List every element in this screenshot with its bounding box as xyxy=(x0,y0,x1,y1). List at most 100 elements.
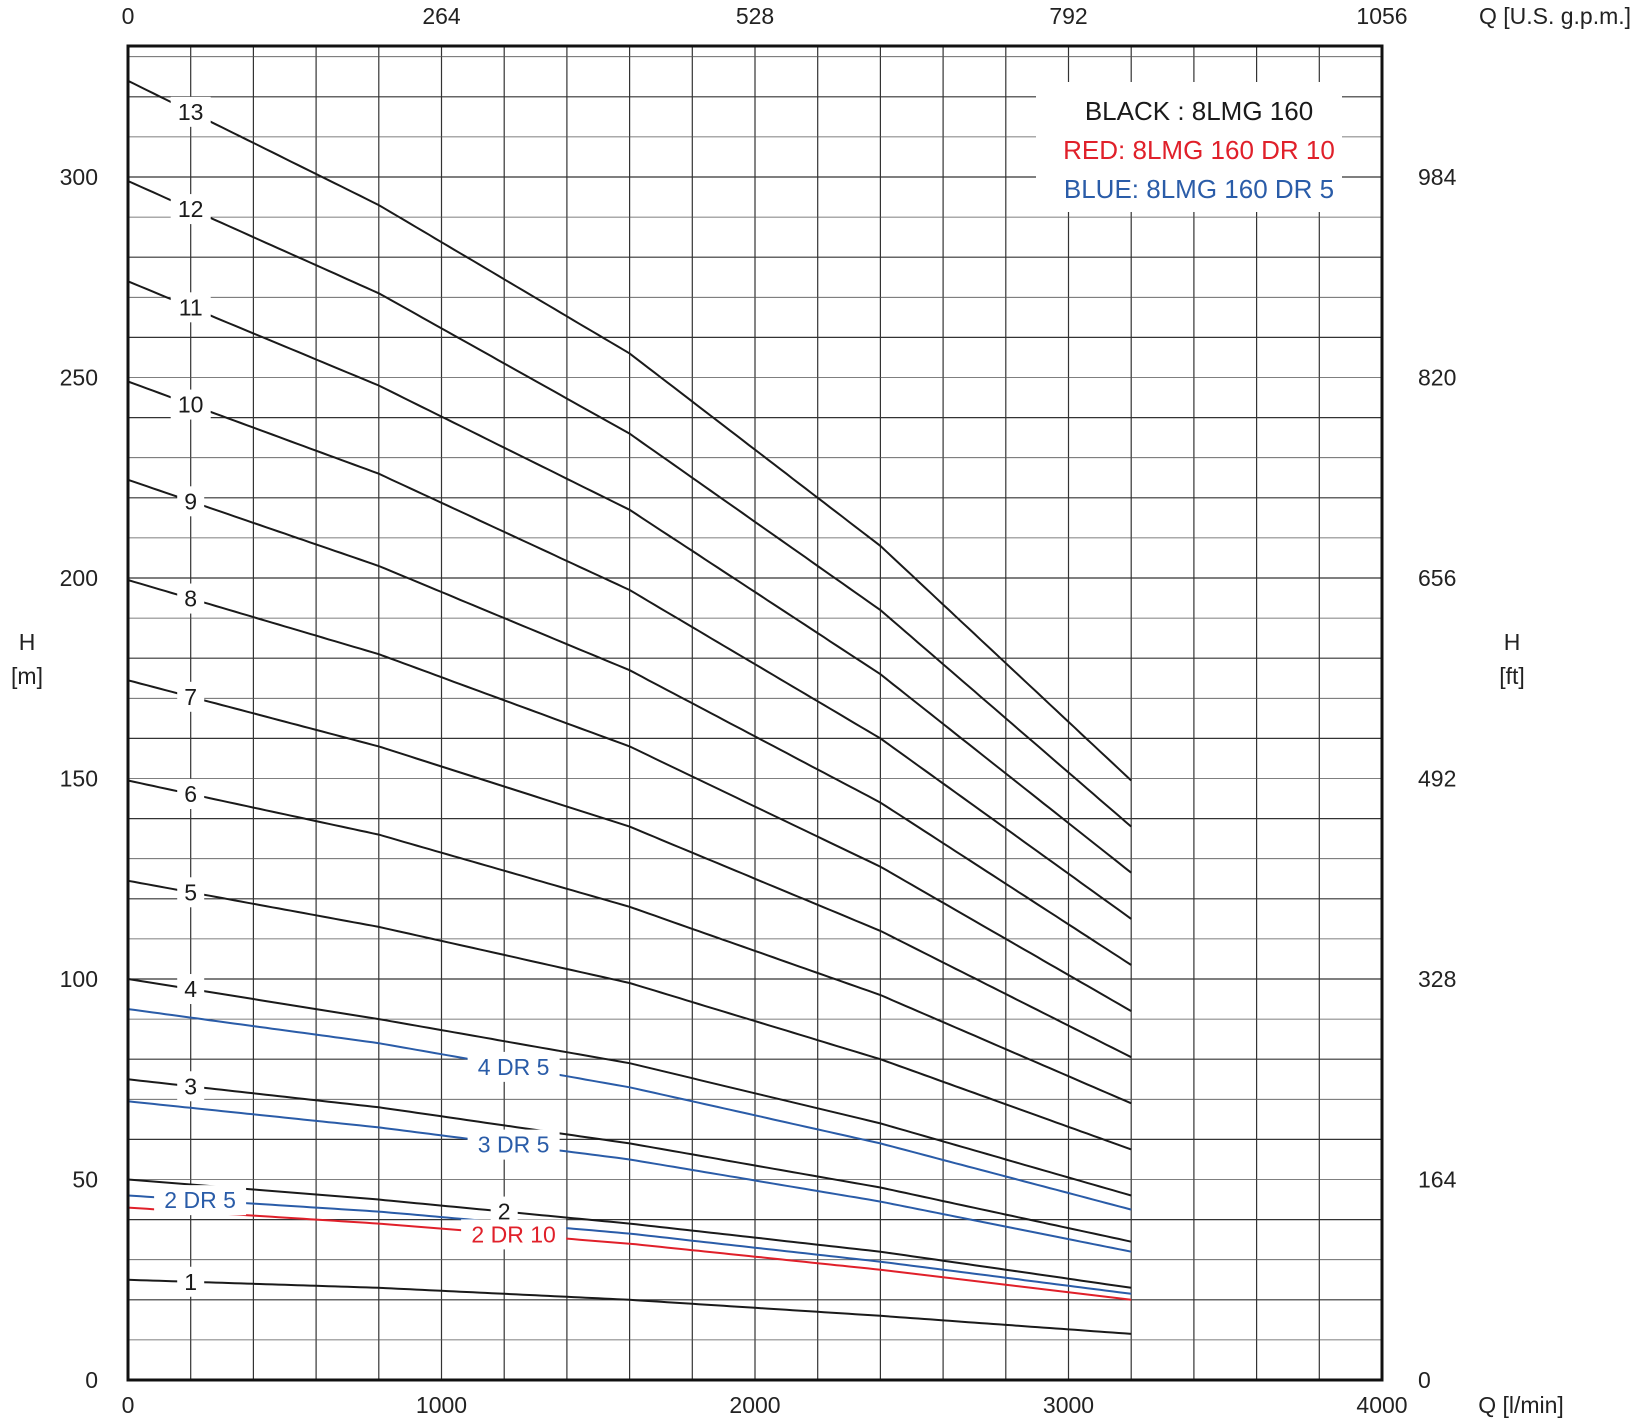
y-left-axis-label: H xyxy=(19,629,36,655)
curve-label-text: 2 xyxy=(498,1199,511,1225)
curve-label-bg xyxy=(177,974,205,1005)
curve-12 xyxy=(127,180,1132,828)
curves xyxy=(127,79,1132,1335)
y-left-tick-label: 100 xyxy=(60,966,98,992)
curve-label-13: 13 xyxy=(170,96,211,127)
curve-13 xyxy=(127,79,1132,782)
curve-label-2-dr-10: 2 DR 10 xyxy=(461,1219,567,1250)
curve-label-text: 1 xyxy=(184,1269,197,1295)
curve-2 xyxy=(127,1178,1132,1289)
curve-label-text: 3 DR 5 xyxy=(478,1132,550,1158)
curve-5 xyxy=(127,879,1132,1151)
curve-label-3-dr-5: 3 DR 5 xyxy=(467,1129,560,1160)
curve-label-bg xyxy=(467,1051,560,1082)
curve-label-text: 2 DR 10 xyxy=(471,1221,555,1247)
legend: BLACK : 8LMG 160 RED: 8LMG 160 DR 10 BLU… xyxy=(1036,82,1342,212)
curve-11 xyxy=(127,280,1132,874)
curve-label-bg xyxy=(177,877,205,908)
x-top-tick-label: 264 xyxy=(422,3,461,29)
x-bottom-tick-label: 4000 xyxy=(1356,1392,1407,1418)
y-left-tick-label: 0 xyxy=(85,1367,98,1393)
x-top-tick-label: 792 xyxy=(1049,3,1087,29)
legend-entry-red: RED: 8LMG 160 DR 10 xyxy=(1063,135,1335,165)
y-left-tick-label: 300 xyxy=(60,164,98,190)
curve-2-dr-10 xyxy=(127,1206,1132,1301)
curve-label-4: 4 xyxy=(177,974,205,1005)
curve-label-text: 4 DR 5 xyxy=(478,1054,550,1080)
curve-4-dr-5 xyxy=(127,1008,1132,1211)
curve-label-bg xyxy=(461,1219,567,1250)
curve-label-text: 13 xyxy=(178,99,204,125)
curve-3-dr-5 xyxy=(127,1100,1132,1253)
y-right-tick-label: 328 xyxy=(1418,966,1456,992)
curve-label-text: 11 xyxy=(179,294,203,320)
y-right-tick-label: 820 xyxy=(1418,365,1456,391)
curve-label-10: 10 xyxy=(170,389,211,420)
curve-label-bg xyxy=(177,486,205,517)
y-right-tick-label: 984 xyxy=(1418,164,1457,190)
x-top-tick-label: 1056 xyxy=(1356,3,1407,29)
legend-entry-black: BLACK : 8LMG 160 xyxy=(1085,96,1313,126)
curve-label-text: 12 xyxy=(178,196,204,222)
curve-label-12: 12 xyxy=(170,194,211,225)
curve-label-text: 10 xyxy=(178,392,204,418)
x-top-tick-label: 528 xyxy=(736,3,774,29)
curve-label-bg xyxy=(177,1071,205,1102)
curve-label-text: 2 DR 5 xyxy=(164,1187,236,1213)
y-right-tick-label: 0 xyxy=(1418,1367,1431,1393)
curve-label-1: 1 xyxy=(177,1266,205,1297)
grid xyxy=(128,46,1382,1380)
curve-1 xyxy=(127,1278,1132,1335)
curve-3 xyxy=(127,1078,1132,1243)
x-top-axis-label: Q [U.S. g.p.m.] xyxy=(1479,3,1631,29)
curve-label-bg xyxy=(170,389,211,420)
curve-label-bg xyxy=(170,292,211,323)
curve-label-text: 4 xyxy=(184,976,197,1002)
x-bottom-axis-label: Q [l/min] xyxy=(1478,1392,1564,1418)
y-left-tick-label: 150 xyxy=(60,766,98,792)
curve-label-text: 6 xyxy=(184,781,197,807)
y-left-axis-unit: [m] xyxy=(11,663,43,689)
curve-label-5: 5 xyxy=(177,877,205,908)
curve-label-11: 11 xyxy=(170,292,211,323)
curve-label-9: 9 xyxy=(177,486,205,517)
curve-label-text: 8 xyxy=(184,586,197,612)
curve-label-bg xyxy=(177,583,205,614)
curve-label-bg xyxy=(177,1266,205,1297)
y-left-tick-label: 250 xyxy=(60,365,98,391)
x-bottom-tick-label: 3000 xyxy=(1043,1392,1094,1418)
curve-label-bg xyxy=(170,194,211,225)
curve-label-text: 5 xyxy=(184,879,197,905)
y-left-tick-label: 200 xyxy=(60,565,98,591)
curve-label-text: 7 xyxy=(184,684,197,710)
legend-box xyxy=(1036,82,1342,212)
curve-10 xyxy=(127,380,1132,920)
curve-label-text: 3 xyxy=(184,1073,197,1099)
curve-6 xyxy=(127,779,1132,1105)
y-right-tick-label: 656 xyxy=(1418,565,1456,591)
x-bottom-tick-label: 2000 xyxy=(729,1392,780,1418)
curve-label-3: 3 xyxy=(177,1071,205,1102)
y-left-tick-label: 50 xyxy=(72,1167,98,1193)
plot-frame xyxy=(126,44,1384,1382)
curve-7 xyxy=(127,679,1132,1059)
curve-label-6: 6 xyxy=(177,779,205,810)
x-top-tick-label: 0 xyxy=(122,3,135,29)
curve-label-4-dr-5: 4 DR 5 xyxy=(467,1051,560,1082)
legend-entry-blue: BLUE: 8LMG 160 DR 5 xyxy=(1064,174,1334,204)
y-right-tick-label: 164 xyxy=(1418,1167,1457,1193)
y-right-axis-unit: [ft] xyxy=(1499,663,1525,689)
curve-label-7: 7 xyxy=(177,681,205,712)
y-right-axis-label: H xyxy=(1504,629,1521,655)
curve-label-bg xyxy=(170,96,211,127)
curve-label-2-dr-5: 2 DR 5 xyxy=(154,1185,247,1216)
curve-label-bg xyxy=(177,779,205,810)
y-right-tick-label: 492 xyxy=(1418,766,1456,792)
curve-label-bg xyxy=(467,1129,560,1160)
curve-label-bg xyxy=(177,681,205,712)
x-bottom-tick-label: 0 xyxy=(122,1392,135,1418)
curve-label-8: 8 xyxy=(177,583,205,614)
